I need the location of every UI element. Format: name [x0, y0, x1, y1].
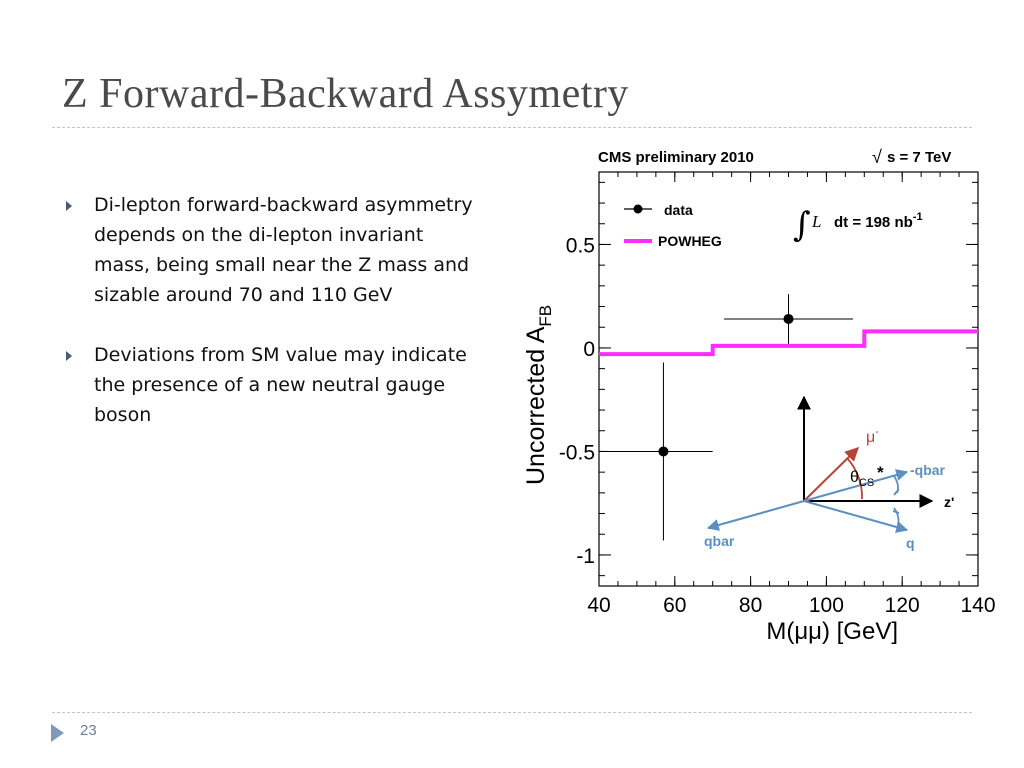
footer-arrow-icon	[51, 724, 64, 742]
inset-star-label: *	[877, 463, 884, 482]
inset-mu-text: μ	[866, 429, 875, 446]
inset-anti-quark-arrow	[803, 469, 909, 502]
inset-minus-qbar-label: -qbar	[910, 462, 946, 478]
inset-q-arrow	[803, 500, 909, 533]
data-point	[658, 446, 669, 457]
bullet-item: Di-lepton forward-backward asymmetry dep…	[62, 190, 482, 310]
luminosity-symbol: L	[811, 212, 821, 231]
inset-theta-text: θ	[850, 469, 859, 486]
slide-title: Z Forward-Backward Assymetry	[62, 71, 629, 117]
luminosity-text: dt = 198 nb-1	[834, 211, 923, 231]
inset-muon-arrow	[803, 447, 859, 502]
y-tick-label: 0	[583, 338, 595, 361]
luminosity-value: dt = 198 nb	[834, 214, 913, 231]
bullet-text: Di-lepton forward-backward asymmetry dep…	[94, 194, 473, 306]
sqrt-symbol: √	[872, 147, 882, 167]
chart-legend: data POWHEG	[624, 202, 722, 249]
x-tick-label: 100	[809, 594, 844, 617]
powheg-step-line	[599, 329, 978, 357]
x-axis-label: M(μμ) [GeV]	[766, 618, 898, 645]
chart-header-left: CMS preliminary 2010	[598, 149, 754, 166]
inset-qbar-label: qbar	[704, 533, 735, 549]
luminosity-label: ∫ L dt = 198 nb-1	[793, 205, 923, 245]
bullet-arrow-icon	[66, 351, 72, 361]
bullet-list: Di-lepton forward-backward asymmetry dep…	[62, 190, 482, 460]
x-tick-label: 40	[587, 594, 610, 617]
x-tick-labels: 40 60 80 100 120 140	[587, 594, 995, 617]
luminosity-unit-sup: -1	[913, 211, 923, 223]
y-axis-label-sub: FB	[536, 305, 555, 327]
y-tick-label: -1	[576, 545, 595, 568]
footer-divider	[52, 712, 972, 713]
inset-theta-arc	[846, 457, 863, 500]
y-axis-label-main: Uncorrected A	[522, 326, 550, 485]
chart-header-right: s = 7 TeV	[887, 149, 951, 166]
integral-symbol: ∫	[793, 205, 811, 245]
inset-mu-label: μ-	[866, 426, 879, 446]
legend-powheg-label: POWHEG	[658, 233, 722, 249]
title-divider	[52, 127, 972, 128]
y-tick-labels: 0.5 0 -0.5 -1	[559, 234, 595, 568]
inset-zprime-label: z'	[944, 494, 954, 510]
axis-ticks	[598, 172, 979, 586]
y-axis-label: Uncorrected AFB	[522, 305, 555, 485]
inset-qbar-arrow	[706, 500, 805, 531]
x-tick-label: 140	[960, 594, 995, 617]
y-tick-label: 0.5	[566, 234, 595, 257]
bullet-text: Deviations from SM value may indicate th…	[94, 344, 467, 426]
collins-soper-inset: μ- θCS * -qbar z' qbar q	[704, 395, 954, 551]
legend-data-marker	[633, 204, 643, 214]
inset-lower-arc	[892, 507, 900, 526]
inset-upper-arc	[893, 475, 900, 496]
data-series	[599, 294, 853, 541]
inset-theta-sub: CS	[859, 477, 874, 489]
x-tick-label: 120	[885, 594, 920, 617]
y-tick-label: -0.5	[559, 441, 595, 464]
x-tick-label: 80	[739, 594, 762, 617]
x-tick-label: 60	[663, 594, 686, 617]
bullet-item: Deviations from SM value may indicate th…	[62, 340, 482, 430]
data-point	[783, 313, 794, 324]
legend-data-label: data	[664, 202, 693, 218]
bullet-arrow-icon	[66, 201, 72, 211]
inset-theta-label: θCS	[850, 469, 874, 489]
page-number: 23	[80, 722, 97, 739]
inset-mu-sup: -	[875, 426, 879, 438]
powheg-series	[599, 329, 978, 357]
plot-frame	[598, 171, 979, 587]
inset-q-label: q	[906, 535, 915, 551]
